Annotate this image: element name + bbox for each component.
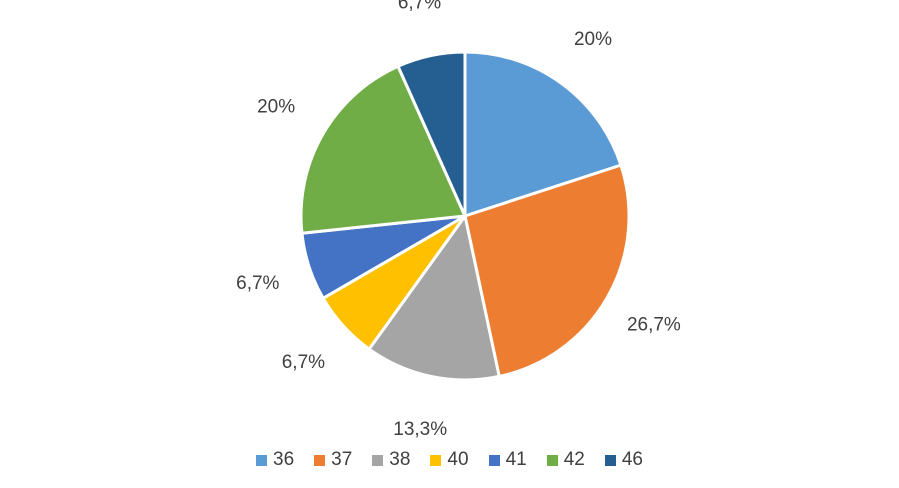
legend-label-42: 42	[563, 449, 585, 470]
legend-label-41: 41	[505, 449, 527, 470]
pie-slice-38	[367, 214, 501, 382]
pie-slice-42	[299, 64, 467, 235]
legend-item-37: 37	[314, 449, 352, 471]
legend-item-42: 42	[546, 449, 585, 471]
legend-item-46: 46	[604, 449, 643, 471]
legend-label-36: 36	[273, 449, 295, 470]
legend-swatch-41	[488, 454, 500, 466]
legend-swatch-40	[430, 454, 442, 466]
legend-label-46: 46	[621, 449, 643, 470]
pie-slice-46	[396, 50, 467, 218]
legend-swatch-36	[256, 454, 267, 466]
data-label-37: 26,7%	[627, 314, 681, 335]
pie-slice-37	[463, 163, 631, 378]
data-label-42: 20%	[257, 97, 295, 118]
pie-chart-plot: 20% 26,7% 13,3% 6,7% 6,7% 20% 6,7%	[236, 0, 681, 440]
chart-legend: 36 37 38 40 41 42 46	[0, 449, 899, 471]
data-label-36: 20%	[574, 29, 612, 50]
legend-item-41: 41	[488, 449, 527, 471]
data-label-38: 13,3%	[393, 419, 447, 440]
data-label-41: 6,7%	[236, 273, 279, 294]
data-label-46: 6,7%	[398, 0, 441, 13]
legend-item-38: 38	[372, 449, 410, 471]
legend-swatch-38	[372, 454, 384, 466]
legend-item-36: 36	[256, 449, 294, 471]
legend-swatch-37	[314, 454, 326, 466]
pie-slice-36	[463, 50, 623, 218]
legend-swatch-42	[546, 454, 558, 466]
legend-label-38: 38	[389, 449, 411, 470]
legend-item-40: 40	[430, 449, 469, 471]
legend-label-40: 40	[447, 449, 469, 470]
legend-label-37: 37	[331, 449, 353, 470]
data-label-40: 6,7%	[282, 352, 325, 373]
legend-swatch-46	[604, 454, 616, 466]
